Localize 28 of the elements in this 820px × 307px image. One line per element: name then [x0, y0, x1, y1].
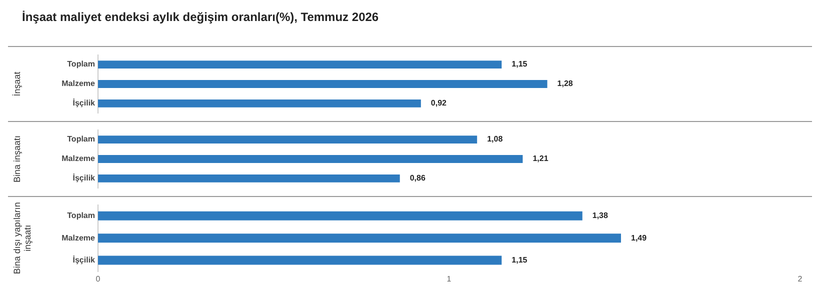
x-tick-label: 0 [96, 274, 101, 284]
y-axis-title: İnşaat [12, 71, 22, 96]
bar [98, 256, 502, 265]
chart-title: İnşaat maliyet endeksi aylık değişim oranları(%), Temmuz 2026 [21, 9, 380, 26]
y-tick-label: İşçilik [72, 174, 96, 183]
data-label: 1,21 [532, 154, 549, 164]
data-label: 0,92 [430, 98, 448, 108]
x-tick-label: 2 [798, 274, 803, 284]
bar [98, 234, 621, 243]
y-axis-title: Bina inşaatı [12, 135, 22, 183]
y-tick-label: Toplam [67, 211, 95, 220]
data-label: 1,28 [557, 79, 574, 88]
y-axis-title: Bina dışı yapıların inşaatı [12, 202, 33, 274]
x-tick-label: 1 [446, 274, 452, 284]
y-tick-label: İşçilik [72, 98, 96, 108]
y-tick-label: İşçilik [72, 256, 96, 265]
y-tick-label: Malzeme [62, 154, 96, 164]
y-tick-label: Malzeme [62, 233, 96, 242]
y-tick-label: Toplam [67, 60, 95, 69]
data-label: 1,38 [592, 211, 608, 220]
data-label: 1,49 [630, 233, 648, 242]
data-label: 1,15 [512, 256, 528, 265]
bar [98, 211, 582, 220]
y-tick-label: Malzeme [62, 79, 96, 88]
y-tick-label: Toplam [67, 134, 95, 144]
data-label: 1,08 [487, 134, 504, 144]
data-label: 1,15 [512, 60, 528, 69]
data-label: 0,86 [410, 174, 426, 183]
